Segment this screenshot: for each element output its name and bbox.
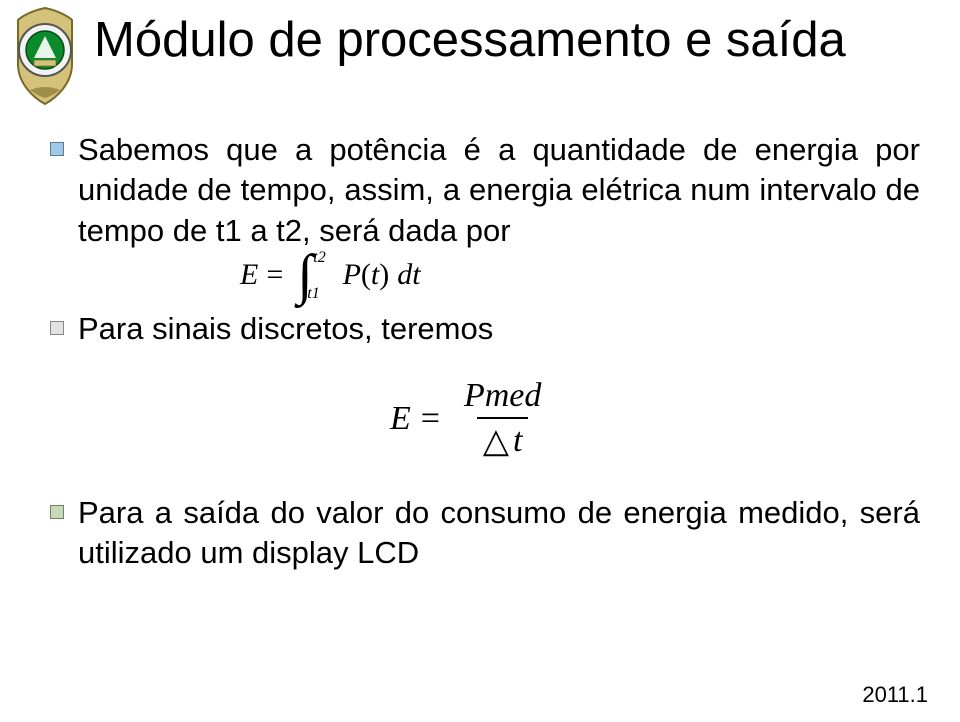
eq1-equals: = xyxy=(266,258,283,292)
eq1-function: P xyxy=(343,258,361,292)
equation-integral: E = ∫ t2 t1 P(t) dt xyxy=(240,257,920,293)
bullet-marker-icon xyxy=(50,142,64,156)
eq1-differential: dt xyxy=(397,258,420,292)
bullet-marker-icon xyxy=(50,321,64,335)
eq2-numerator: Pmed xyxy=(458,377,547,417)
integral-icon: ∫ t2 t1 xyxy=(291,257,314,293)
paragraph-1: Sabemos que a potência é a quantidade de… xyxy=(50,130,920,251)
bullet-item-1: Sabemos que a potência é a quantidade de… xyxy=(50,130,920,293)
eq1-arg: t xyxy=(371,258,379,292)
slide-title: Módulo de processamento e saída xyxy=(94,12,846,68)
bullet-item-2: Para sinais discretos, teremos E = Pmed … xyxy=(50,309,920,461)
eq1-lhs: E xyxy=(240,258,258,292)
eq1-upper-limit: t2 xyxy=(313,249,325,267)
bullet-item-3: Para a saída do valor do consumo de ener… xyxy=(50,493,920,574)
eq1-lower-limit: t1 xyxy=(307,285,319,303)
eq2-den-var: t xyxy=(513,422,522,460)
bullet-marker-icon xyxy=(50,505,64,519)
paragraph-2: Para sinais discretos, teremos xyxy=(50,309,920,349)
delta-icon: △ xyxy=(483,421,509,461)
institution-logo xyxy=(6,6,84,106)
paragraph-3: Para a saída do valor do consumo de ener… xyxy=(50,493,920,574)
eq2-equals: = xyxy=(421,400,440,438)
slide-body: Sabemos que a potência é a quantidade de… xyxy=(50,130,920,582)
fraction-icon: Pmed △ t xyxy=(458,377,547,461)
equation-fraction: E = Pmed △ t xyxy=(390,377,920,461)
slide-footer-date: 2011.1 xyxy=(862,682,928,708)
eq2-lhs: E xyxy=(390,400,411,438)
